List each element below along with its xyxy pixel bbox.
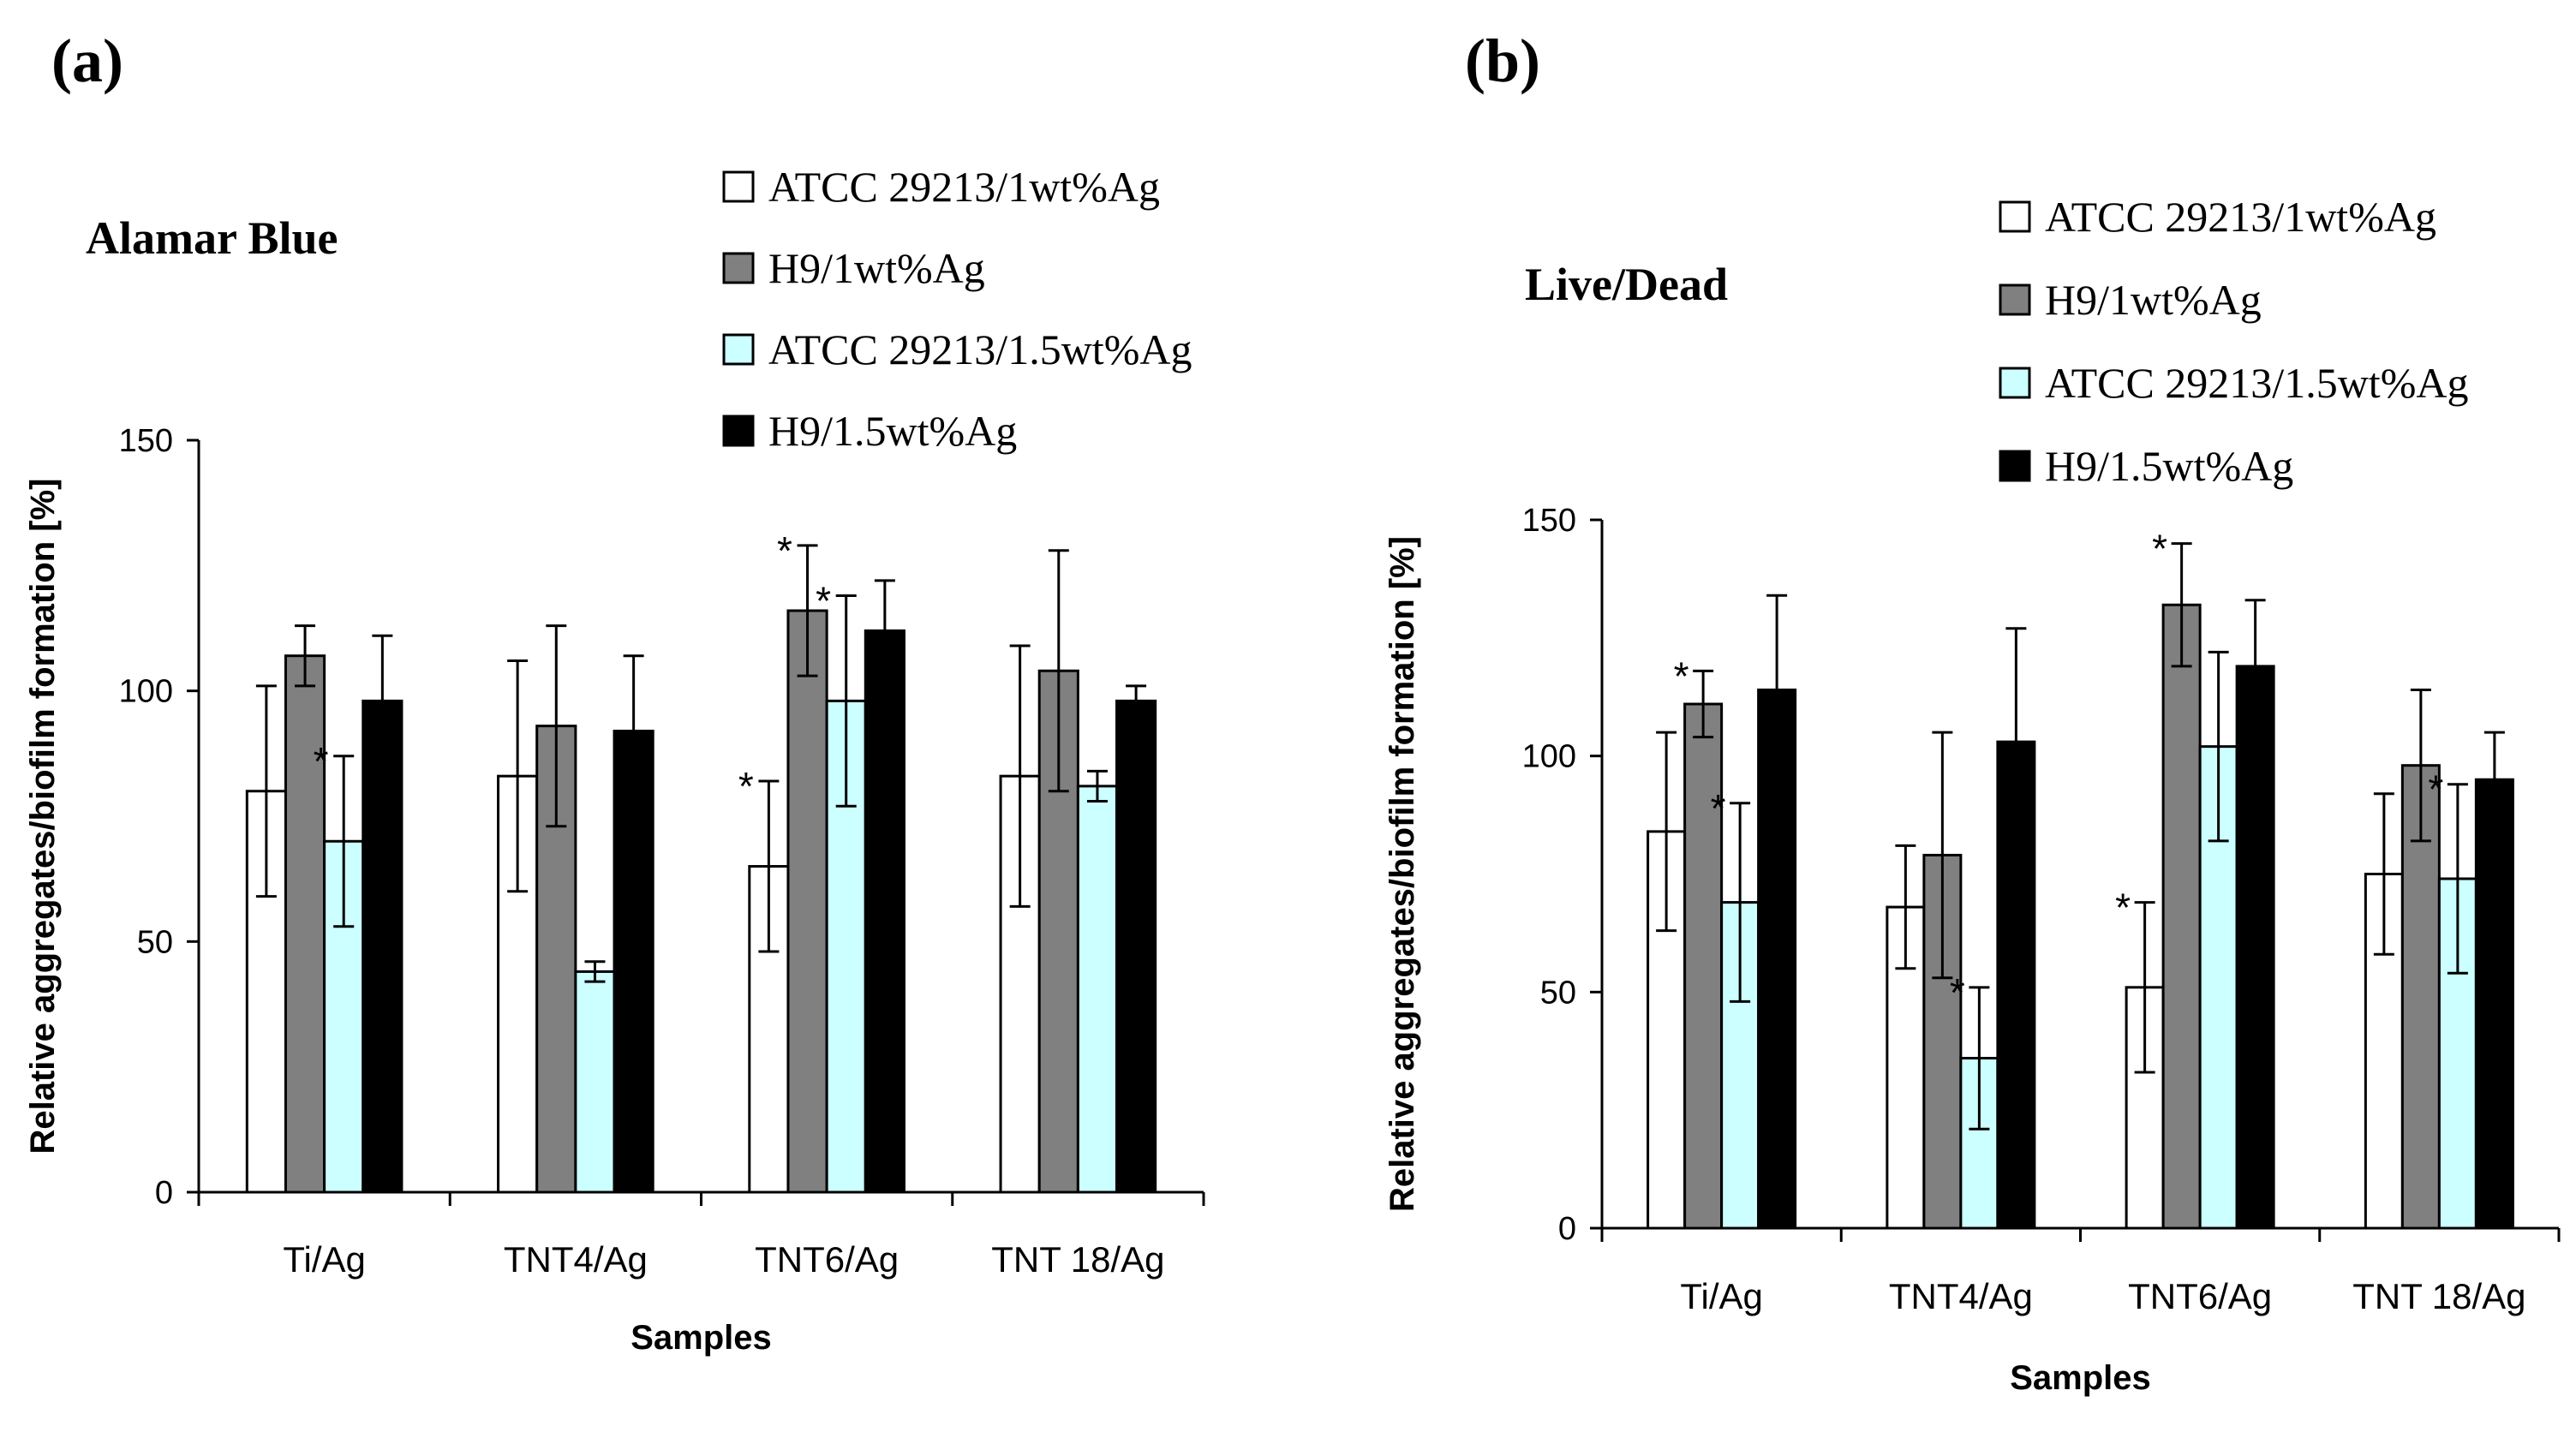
bar	[1076, 785, 1119, 1194]
panel-label: (a)	[51, 27, 123, 95]
x-category-label: TNT6/Ag	[755, 1239, 899, 1280]
legend-swatch	[1999, 367, 2031, 399]
x-category-label: TNT 18/Ag	[991, 1239, 1164, 1280]
y-tick-label: 100	[119, 674, 173, 710]
significance-marker: *	[2428, 767, 2443, 812]
significance-marker: *	[1950, 970, 1965, 1015]
x-category-label: TNT 18/Ag	[2352, 1276, 2525, 1316]
significance-marker: *	[314, 739, 329, 784]
legend-label: ATCC 29213/1wt%Ag	[2045, 193, 2436, 241]
legend-swatch	[1999, 450, 2031, 482]
significance-marker: *	[1711, 786, 1726, 831]
panel-label: (b)	[1465, 27, 1540, 95]
x-category-label: TNT4/Ag	[504, 1239, 648, 1280]
x-category-label: Ti/Ag	[1680, 1276, 1762, 1316]
x-axis-title: Samples	[2010, 1359, 2151, 1397]
y-tick-label: 150	[1522, 503, 1576, 539]
y-axis-title: Relative aggregates/biofilm formation [%…	[24, 478, 62, 1154]
legend-swatch	[1999, 283, 2031, 316]
legend-label: H9/1wt%Ag	[768, 244, 985, 292]
legend-label: H9/1.5wt%Ag	[2045, 442, 2293, 490]
significance-marker: *	[2115, 886, 2131, 930]
y-tick-label: 50	[137, 924, 173, 960]
y-tick-label: 100	[1522, 739, 1576, 775]
bar	[362, 699, 403, 1194]
legend-label: ATCC 29213/1wt%Ag	[768, 163, 1160, 211]
panel-b: (b) Live/Dead ATCC 29213/1wt%Ag H9/1wt%Ag AT…	[1384, 27, 2561, 1397]
bar	[864, 629, 905, 1194]
bar	[2161, 603, 2202, 1230]
legend-swatch	[722, 415, 755, 447]
legend-label: ATCC 29213/1.5wt%Ag	[2045, 359, 2468, 407]
legend-swatch	[722, 170, 755, 203]
legend-swatch	[722, 252, 755, 284]
bar	[786, 609, 828, 1194]
x-category-label: TNT6/Ag	[2128, 1276, 2272, 1316]
y-tick-label: 0	[155, 1175, 173, 1211]
y-tick-label: 150	[119, 423, 173, 459]
significance-marker: *	[2152, 527, 2167, 571]
x-category-label: Ti/Ag	[283, 1239, 365, 1280]
legend-swatch	[1999, 200, 2031, 233]
chart-title: Live/Dead	[1525, 259, 1728, 310]
legend-label: H9/1.5wt%Ag	[768, 407, 1017, 455]
legend-swatch	[722, 333, 755, 366]
y-axis-title: Relative aggregates/biofilm formation [%…	[1384, 536, 1421, 1212]
bar	[284, 654, 326, 1194]
bar	[574, 970, 616, 1194]
bar	[2474, 778, 2514, 1230]
bar	[2235, 665, 2275, 1230]
bar	[613, 729, 654, 1194]
bar	[1115, 699, 1157, 1194]
significance-marker: *	[816, 578, 831, 623]
legend-label: ATCC 29213/1.5wt%Ag	[768, 325, 1192, 373]
significance-marker: *	[777, 528, 792, 573]
bar	[1683, 702, 1724, 1230]
x-axis-title: Samples	[631, 1319, 772, 1357]
y-tick-label: 50	[1540, 975, 1576, 1011]
y-tick-label: 0	[1558, 1211, 1576, 1247]
panel-a: (a) Alamar Blue ATCC 29213/1wt%Ag H9/1wt%Ag…	[24, 27, 1205, 1357]
chart-title: Alamar Blue	[86, 212, 338, 264]
x-category-label: TNT4/Ag	[1889, 1276, 2033, 1316]
significance-marker: *	[738, 764, 754, 808]
legend-label: H9/1wt%Ag	[2045, 276, 2262, 324]
significance-marker: *	[1674, 653, 1689, 698]
